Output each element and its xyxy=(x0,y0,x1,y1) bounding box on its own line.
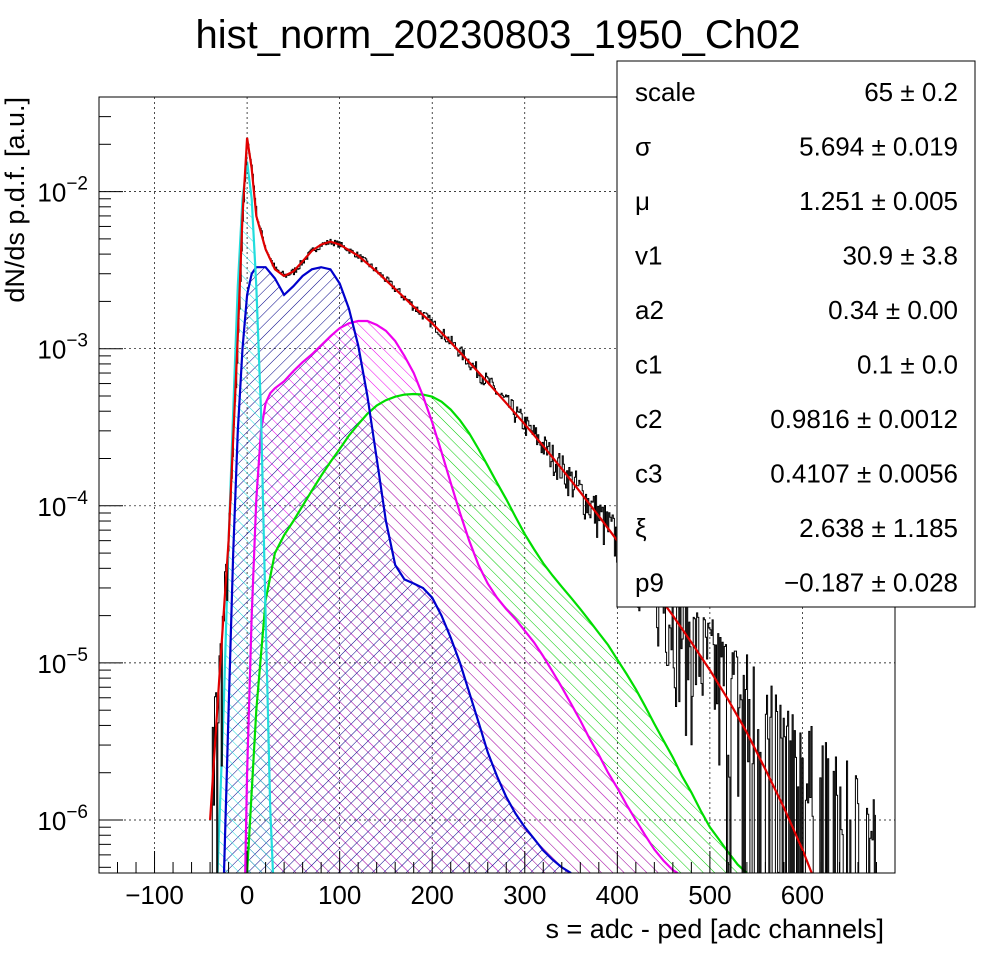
component-curve xyxy=(244,319,679,873)
y-tick-label: 10−2 xyxy=(37,174,88,208)
stat-name: μ xyxy=(635,186,650,216)
axis-ticks xyxy=(98,96,877,873)
stats-box-frame xyxy=(616,60,976,608)
stat-name: a2 xyxy=(635,295,664,325)
stat-name: σ xyxy=(635,132,651,162)
chart-title: hist_norm_20230803_1950_Ch02 xyxy=(196,13,801,57)
stat-value: 0.34 ± 0.00 xyxy=(828,295,958,325)
stat-name: v1 xyxy=(635,241,662,271)
stat-name: p9 xyxy=(635,568,664,598)
x-tick-label: 100 xyxy=(318,880,361,910)
y-tick-label: 10−6 xyxy=(37,802,88,836)
x-axis-label: s = adc - ped [adc channels] xyxy=(546,914,884,944)
x-tick-label: 600 xyxy=(781,880,824,910)
stat-value: 0.1 ± 0.0 xyxy=(857,350,958,380)
stat-name: ξ xyxy=(635,513,647,543)
x-tick-label: 200 xyxy=(411,880,454,910)
x-tick-label: 500 xyxy=(688,880,731,910)
total-fit-curve xyxy=(209,137,813,873)
y-axis-label: dN/ds p.d.f. [a.u.] xyxy=(0,97,30,303)
x-tick-label: 0 xyxy=(240,880,254,910)
x-tick-label: −100 xyxy=(125,880,184,910)
stat-value: 65 ± 0.2 xyxy=(864,77,958,107)
x-tick-labels: −100 0 100 200 300 400 500 600 xyxy=(125,880,824,910)
stat-value: 1.251 ± 0.005 xyxy=(799,186,958,216)
y-tick-label: 10−5 xyxy=(37,645,88,679)
component-fill xyxy=(217,161,273,873)
stat-name: c3 xyxy=(635,459,662,489)
stat-name: scale xyxy=(635,77,696,107)
component-curve xyxy=(246,392,748,873)
stat-value: 0.4107 ± 0.0056 xyxy=(770,459,958,489)
data-histogram xyxy=(210,143,876,873)
stat-name: c2 xyxy=(635,404,662,434)
stat-value: −0.187 ± 0.028 xyxy=(784,568,958,598)
y-tick-labels: 10−6 10−5 10−4 10−3 10−2 xyxy=(37,174,88,836)
stat-value: 2.638 ± 1.185 xyxy=(799,513,958,543)
stat-value: 5.694 ± 0.019 xyxy=(799,132,958,162)
x-tick-label: 300 xyxy=(503,880,546,910)
y-tick-label: 10−4 xyxy=(37,488,88,522)
y-tick-label: 10−3 xyxy=(37,331,88,365)
x-tick-label: 400 xyxy=(596,880,639,910)
stat-value: 30.9 ± 3.8 xyxy=(843,241,958,271)
fit-stats-box: scale 65 ± 0.2 σ 5.694 ± 0.019 μ 1.251 ± 0.00… xyxy=(616,60,976,608)
stat-value: 0.9816 ± 0.0012 xyxy=(770,404,958,434)
series-lines xyxy=(209,137,876,873)
stat-name: c1 xyxy=(635,350,662,380)
